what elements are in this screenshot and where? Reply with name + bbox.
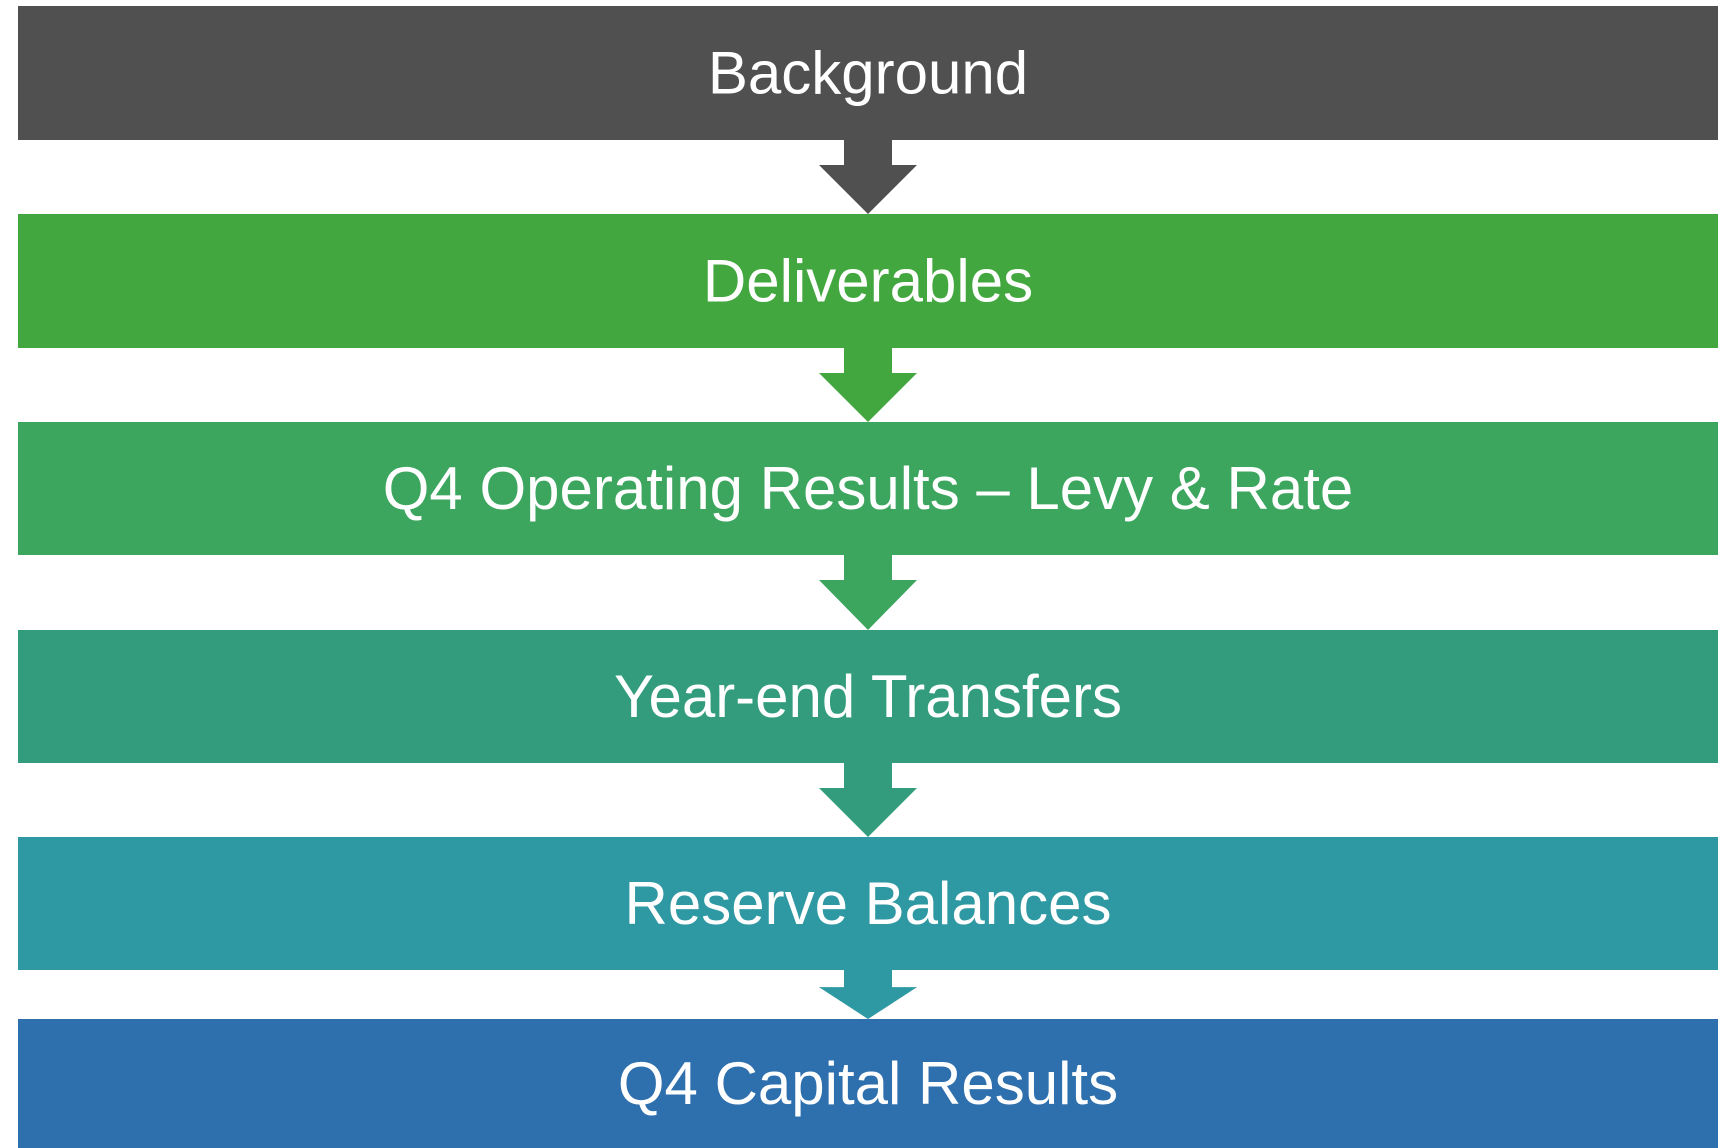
flow-arrow [819, 140, 917, 214]
step-box [18, 214, 1718, 348]
flow-arrow [819, 970, 917, 1019]
step-box [18, 837, 1718, 970]
step-box [18, 1019, 1718, 1148]
step-label: Reserve Balances [625, 870, 1112, 937]
flow-arrow [819, 763, 917, 837]
step-box [18, 630, 1718, 763]
step-label: Background [708, 40, 1028, 107]
step-label: Deliverables [703, 248, 1033, 315]
step-box [18, 422, 1718, 555]
flow-arrow [819, 348, 917, 422]
flow-arrow [819, 555, 917, 630]
step-box [18, 6, 1718, 140]
step-label: Q4 Operating Results – Levy & Rate [383, 455, 1354, 522]
step-label: Q4 Capital Results [618, 1050, 1118, 1117]
step-label: Year-end Transfers [614, 663, 1122, 730]
